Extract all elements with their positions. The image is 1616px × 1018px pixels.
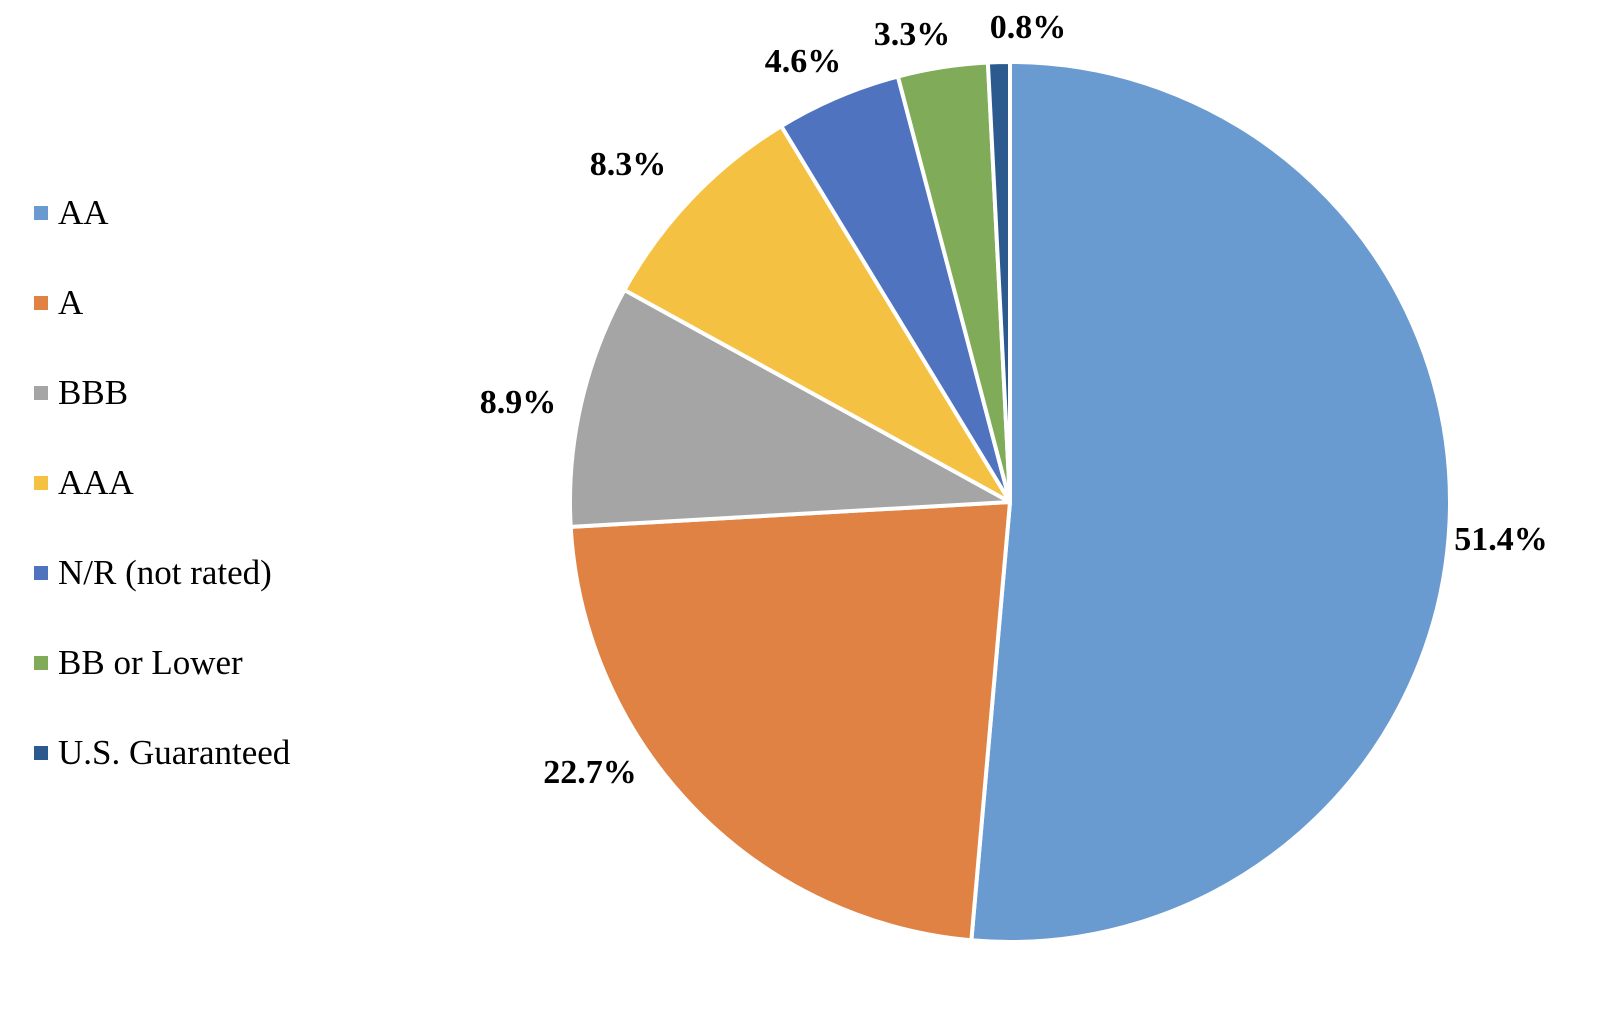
legend-item-bb-or-lower: BB or Lower bbox=[34, 640, 290, 730]
data-label-aaa: 8.3% bbox=[590, 146, 667, 183]
data-label-bb-or-lower: 3.3% bbox=[874, 16, 951, 53]
legend-label-aa: AA bbox=[58, 193, 109, 232]
legend-item-not-rated: N/R (not rated) bbox=[34, 550, 290, 640]
legend-swatch-not-rated bbox=[34, 566, 48, 580]
pie-slice-bbb bbox=[568, 288, 1012, 529]
pie-slice-aa bbox=[969, 60, 1452, 944]
legend-swatch-a bbox=[34, 296, 48, 310]
legend-label-bb-or-lower: BB or Lower bbox=[58, 643, 243, 682]
data-label-a: 22.7% bbox=[543, 754, 637, 791]
legend-label-bbb: BBB bbox=[58, 373, 129, 412]
legend-label-a: A bbox=[58, 283, 84, 322]
legend-swatch-bbb bbox=[34, 386, 48, 400]
legend-swatch-aa bbox=[34, 206, 48, 220]
legend-swatch-bb-or-lower bbox=[34, 656, 48, 670]
data-label-us-guaranteed: 0.8% bbox=[990, 9, 1067, 46]
pie-slice-aaa bbox=[622, 124, 1012, 504]
pie-slice-us-guaranteed bbox=[985, 60, 1012, 504]
legend-item-us-guaranteed: U.S. Guaranteed bbox=[34, 730, 290, 820]
legend-item-aa: AA bbox=[34, 190, 290, 280]
pie-slice-a bbox=[568, 500, 1012, 943]
data-label-not-rated: 4.6% bbox=[765, 43, 842, 80]
legend-item-bbb: BBB bbox=[34, 370, 290, 460]
legend-swatch-us-guaranteed bbox=[34, 746, 48, 760]
data-label-aa: 51.4% bbox=[1454, 521, 1548, 558]
legend-item-a: A bbox=[34, 280, 290, 370]
legend-swatch-aaa bbox=[34, 476, 48, 490]
data-label-bbb: 8.9% bbox=[480, 384, 557, 421]
chart-legend: AA A BBB AAA N/R (not rated) BB or Lower… bbox=[34, 190, 290, 820]
legend-label-us-guaranteed: U.S. Guaranteed bbox=[58, 733, 291, 772]
legend-item-aaa: AAA bbox=[34, 460, 290, 550]
legend-label-not-rated: N/R (not rated) bbox=[58, 553, 272, 592]
legend-label-aaa: AAA bbox=[58, 463, 134, 502]
